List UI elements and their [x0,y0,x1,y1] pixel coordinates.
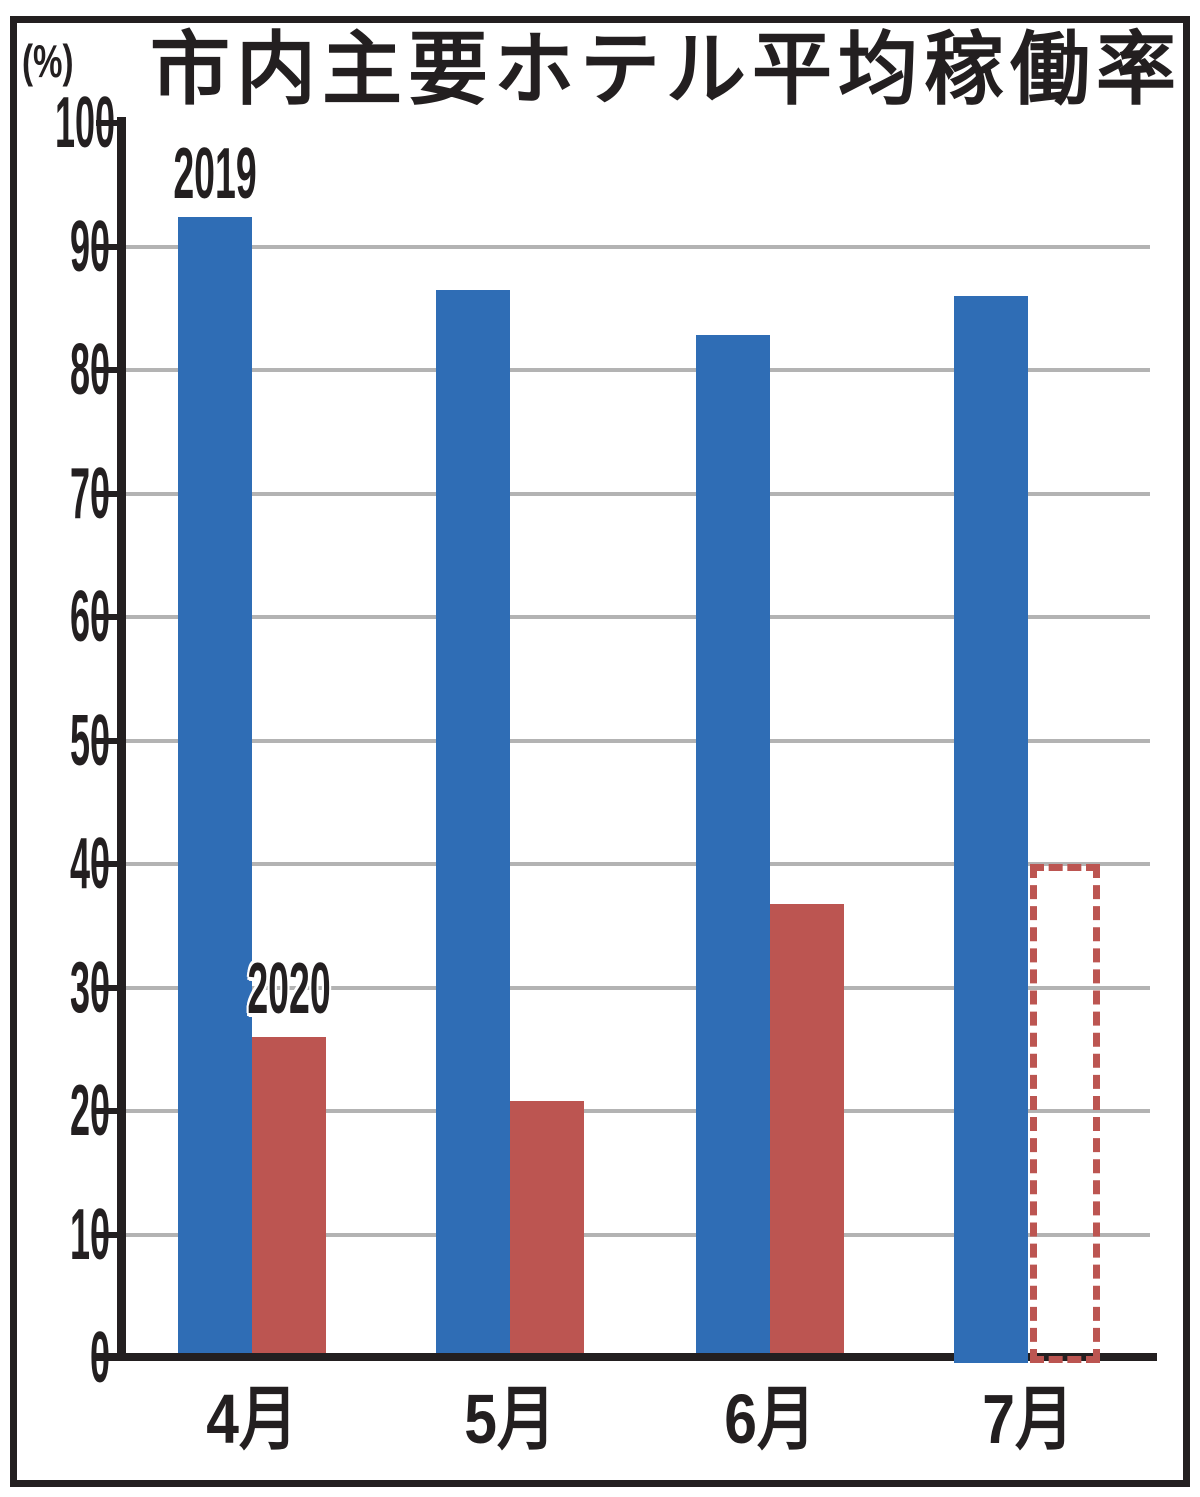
gridline-40 [126,862,1150,866]
y-tick-40 [96,861,117,867]
y-tick-label-40: 40 [69,824,110,904]
bar-2019-6月 [696,335,770,1358]
y-tick-10 [96,1231,117,1238]
y-tick-label-100: 100 [55,83,116,163]
y-tick-label-30: 30 [69,947,110,1028]
gridline-80 [126,368,1150,372]
bar-2019-7月 [954,295,1028,1363]
y-tick-60 [96,614,117,620]
y-tick-label-90: 90 [69,206,110,287]
x-tick-label-6月: 6月 [724,1380,816,1458]
x-axis-line [96,1353,1157,1361]
y-tick-80 [96,367,117,373]
y-tick-label-80: 80 [69,330,110,410]
chart-title: 市内主要ホテル平均稼働率 [150,25,1182,114]
gridline-70 [126,491,1150,496]
bar-2020-4月 [252,1036,326,1358]
y-tick-90 [96,243,117,250]
y-tick-100 [96,120,117,126]
x-tick-label-7月: 7月 [982,1380,1074,1458]
y-axis-unit-label: (%) [22,35,74,87]
x-tick-label-5月: 5月 [464,1380,556,1458]
bar-2020-7月 [1030,864,1100,1363]
bar-2020-6月 [770,903,844,1358]
y-tick-label-20: 20 [69,1071,110,1151]
bar-2019-4月 [178,216,252,1358]
y-tick-70 [96,490,117,497]
y-tick-label-10: 10 [69,1194,110,1275]
gridline-60 [126,615,1150,619]
series-label-2020: 2020 [247,949,331,1029]
bar-2020-5月 [510,1101,584,1358]
y-axis-line [117,117,126,1361]
series-label-2019: 2019 [173,134,257,214]
gridline-20 [126,1109,1150,1113]
gridline-90 [126,244,1150,249]
y-tick-label-70: 70 [69,453,110,534]
y-tick-label-50: 50 [69,700,110,781]
bar-2019-5月 [436,289,510,1358]
gridline-50 [126,738,1150,743]
y-tick-label-0: 0 [89,1318,110,1398]
gridline-30 [126,985,1150,990]
y-tick-30 [96,984,117,991]
gridline-10 [126,1232,1150,1237]
x-tick-label-4月: 4月 [206,1380,298,1458]
y-tick-20 [96,1108,117,1114]
y-tick-50 [96,737,117,744]
y-tick-label-60: 60 [69,577,110,657]
